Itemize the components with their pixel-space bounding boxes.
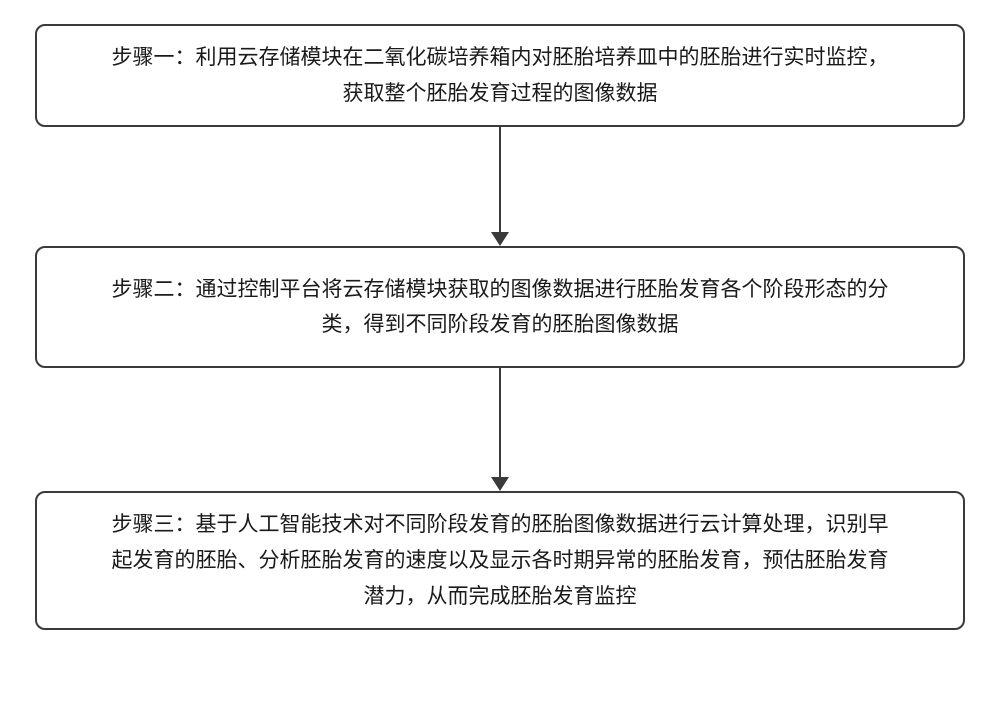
flowchart-node-step3: 步骤三：基于人工智能技术对不同阶段发育的胚胎图像数据进行云计算处理，识别早 起发…	[35, 491, 965, 630]
node-text-line: 步骤一：利用云存储模块在二氧化碳培养箱内对胚胎培养皿中的胚胎进行实时监控，	[112, 40, 889, 76]
flowchart-node-step2: 步骤二：通过控制平台将云存储模块获取的图像数据进行胚胎发育各个阶段形态的分 类，…	[35, 246, 965, 368]
arrow-line	[499, 368, 501, 478]
node-text-line: 步骤二：通过控制平台将云存储模块获取的图像数据进行胚胎发育各个阶段形态的分	[112, 272, 889, 308]
node-text-line: 起发育的胚胎、分析胚胎发育的速度以及显示各时期异常的胚胎发育，预估胚胎发育	[112, 543, 889, 579]
arrow-head-icon	[491, 232, 509, 246]
flowchart-container: 步骤一：利用云存储模块在二氧化碳培养箱内对胚胎培养皿中的胚胎进行实时监控， 获取…	[0, 0, 1000, 630]
arrow-head-icon	[491, 477, 509, 491]
flowchart-node-step1: 步骤一：利用云存储模块在二氧化碳培养箱内对胚胎培养皿中的胚胎进行实时监控， 获取…	[35, 24, 965, 127]
flowchart-arrow	[491, 127, 509, 246]
arrow-line	[499, 127, 501, 233]
node-text-line: 潜力，从而完成胚胎发育监控	[364, 579, 637, 615]
flowchart-arrow	[491, 368, 509, 491]
node-text-line: 类，得到不同阶段发育的胚胎图像数据	[322, 307, 679, 343]
node-text-line: 步骤三：基于人工智能技术对不同阶段发育的胚胎图像数据进行云计算处理，识别早	[112, 507, 889, 543]
node-text-line: 获取整个胚胎发育过程的图像数据	[343, 76, 658, 112]
